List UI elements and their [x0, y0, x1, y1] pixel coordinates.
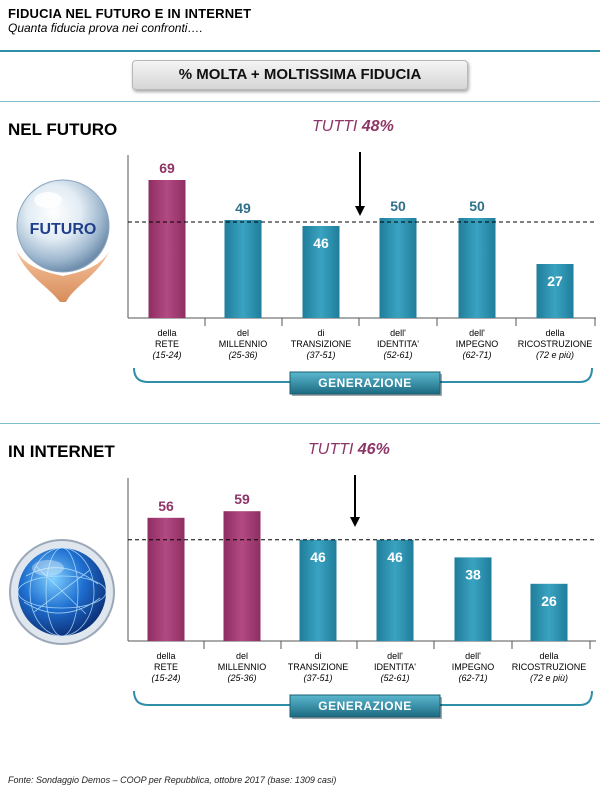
category-label-6: della RICOSTRUZIONE	[518, 328, 593, 349]
data-label-5: 50	[469, 198, 485, 214]
category-label-6: della RICOSTRUZIONE	[512, 651, 587, 672]
chart-future: 69 della RETE(15-24) 49 del MILLENNIO(25-36) 4…	[127, 152, 596, 396]
crystal-ball-hands-icon: FUTURO	[8, 168, 118, 308]
globe-network-icon	[6, 536, 118, 648]
page-subtitle: Quanta fiducia prova nei confronti….	[8, 21, 203, 35]
bar-3	[302, 226, 340, 318]
total-value: 46%	[357, 441, 390, 458]
section-title-future: NEL FUTURO	[8, 120, 118, 139]
section-title-internet: IN INTERNET	[8, 442, 115, 461]
bar-4	[379, 218, 417, 318]
bar-6	[536, 264, 574, 318]
total-future: TUTTI 48%	[312, 118, 394, 136]
bar-4	[376, 539, 414, 641]
data-label-3: 46	[313, 235, 329, 251]
category-label-1: della RETE	[154, 651, 178, 672]
total-internet: TUTTI 46%	[308, 441, 390, 459]
category-label-1: della RETE	[155, 328, 179, 349]
bar-2	[224, 220, 262, 318]
banner-rule	[0, 101, 600, 102]
category-label-3: di TRANSIZIONE	[288, 651, 349, 672]
category-age-5: (62-71)	[458, 673, 487, 683]
category-label-3: di TRANSIZIONE	[291, 328, 352, 349]
category-label-2: del MILLENNIO	[218, 651, 267, 672]
reference-arrow-head	[355, 206, 365, 216]
future-icon-label: FUTURO	[30, 221, 97, 238]
data-label-1: 69	[159, 160, 175, 176]
data-label-5: 38	[465, 566, 481, 582]
category-label-5: dell' IMPEGNO	[456, 328, 499, 349]
bar-1	[148, 180, 186, 318]
bar-5	[454, 557, 492, 641]
data-label-2: 59	[234, 491, 250, 507]
group-label: GENERAZIONE	[289, 371, 442, 396]
data-label-4: 50	[390, 198, 406, 214]
chart-internet: 56 della RETE(15-24) 59 del MILLENNIO(25-36) 4…	[127, 475, 596, 719]
category-age-3: (37-51)	[306, 350, 335, 360]
category-age-3: (37-51)	[303, 673, 332, 683]
bar-1	[147, 517, 185, 641]
data-label-2: 49	[235, 200, 251, 216]
data-label-3: 46	[310, 549, 326, 565]
measure-banner: % MOLTA + MOLTISSIMA FIDUCIA	[132, 60, 468, 90]
category-age-1: (15-24)	[151, 673, 180, 683]
category-label-2: del MILLENNIO	[219, 328, 268, 349]
page-title: FIDUCIA NEL FUTURO E IN INTERNET	[8, 6, 252, 21]
group-label-text: GENERAZIONE	[318, 376, 412, 390]
group-label: GENERAZIONE	[289, 694, 442, 719]
bar-6	[530, 583, 568, 641]
category-age-4: (52-61)	[383, 350, 412, 360]
header-rule	[0, 50, 600, 52]
bar-3	[299, 539, 337, 641]
category-age-1: (15-24)	[152, 350, 181, 360]
category-label-4: dell' IDENTITA'	[377, 328, 419, 349]
section-rule	[0, 423, 600, 424]
reference-arrow-head	[350, 517, 360, 527]
category-age-2: (25-36)	[227, 673, 256, 683]
category-label-5: dell' IMPEGNO	[452, 651, 495, 672]
category-age-5: (62-71)	[462, 350, 491, 360]
data-label-4: 46	[387, 549, 403, 565]
category-age-2: (25-36)	[228, 350, 257, 360]
bar-2	[223, 511, 261, 641]
category-age-6: (72 e più)	[530, 673, 568, 683]
category-label-4: dell' IDENTITA'	[374, 651, 416, 672]
bar-5	[458, 218, 496, 318]
data-label-1: 56	[158, 498, 174, 514]
data-label-6: 26	[541, 593, 557, 609]
source-footer: Fonte: Sondaggio Demos – COOP per Repubb…	[8, 775, 337, 785]
category-age-4: (52-61)	[380, 673, 409, 683]
data-label-6: 27	[547, 273, 563, 289]
total-value: 48%	[361, 118, 394, 135]
total-label: TUTTI	[312, 118, 358, 135]
category-age-6: (72 e più)	[536, 350, 574, 360]
total-label: TUTTI	[308, 441, 354, 458]
group-label-text: GENERAZIONE	[318, 699, 412, 713]
